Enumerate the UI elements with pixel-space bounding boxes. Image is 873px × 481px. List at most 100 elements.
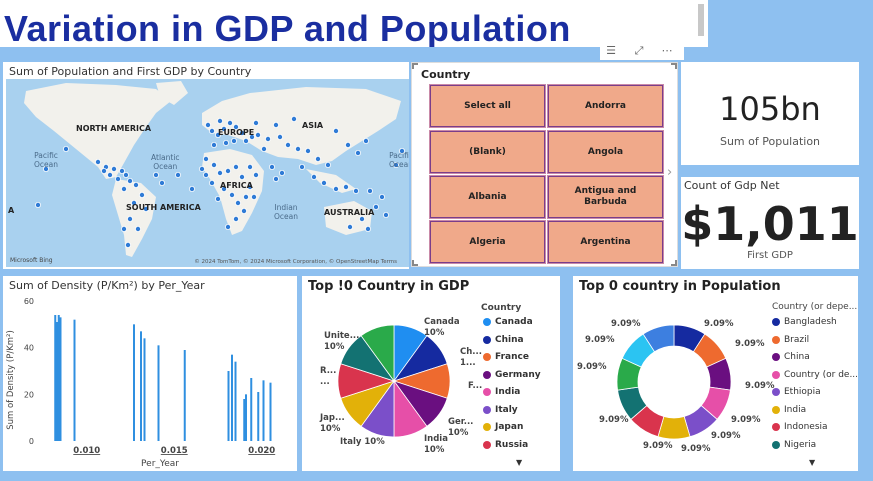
map-bubble[interactable] — [121, 186, 128, 193]
pie-legend-item[interactable]: Germany — [483, 370, 541, 380]
density-bar[interactable] — [183, 350, 186, 441]
pie-legend-item[interactable]: Italy — [483, 405, 518, 415]
map-bubble[interactable] — [264, 136, 271, 143]
density-bar[interactable] — [56, 322, 58, 441]
map-bubble[interactable] — [276, 134, 283, 141]
slicer-item[interactable]: Angola — [547, 130, 664, 174]
map-bubble[interactable] — [294, 146, 301, 153]
density-bar[interactable] — [157, 345, 160, 441]
map-bubble[interactable] — [125, 241, 132, 248]
map-bubble[interactable] — [63, 146, 70, 153]
pie-slice[interactable] — [360, 324, 395, 383]
map-bubble[interactable] — [378, 194, 385, 201]
map-bubble[interactable] — [234, 200, 241, 207]
donut-legend-item[interactable]: Country (or de... — [772, 370, 858, 380]
map-bubble[interactable] — [238, 174, 245, 181]
map-bubble[interactable] — [138, 192, 145, 199]
map-bubble[interactable] — [310, 174, 317, 181]
density-bar[interactable] — [227, 371, 230, 441]
map-bubble[interactable] — [119, 168, 126, 175]
map-bubble[interactable] — [278, 170, 285, 177]
more-options-icon[interactable]: ⋯ — [661, 44, 673, 57]
donut-legend-item[interactable]: Indonesia — [772, 422, 828, 432]
map-bubble[interactable] — [230, 138, 237, 145]
map-bubble[interactable] — [214, 196, 221, 203]
map-bubble[interactable] — [314, 156, 321, 163]
slicer-item[interactable]: Andorra — [547, 84, 664, 128]
map-bubble[interactable] — [208, 180, 215, 187]
map-bubble[interactable] — [320, 180, 327, 187]
map-bubble[interactable] — [111, 166, 118, 173]
map-bubble[interactable] — [362, 138, 369, 145]
map-bubble[interactable] — [174, 172, 181, 179]
map-bubble[interactable] — [246, 164, 253, 171]
map-bubble[interactable] — [202, 156, 209, 163]
density-bar[interactable] — [140, 331, 142, 441]
density-bar[interactable] — [73, 319, 76, 441]
map-bubble[interactable] — [232, 215, 239, 222]
map-bubble[interactable] — [272, 122, 279, 129]
map-bubble[interactable] — [123, 172, 130, 179]
map-bubble[interactable] — [95, 159, 102, 166]
map-bubble[interactable] — [366, 188, 373, 195]
density-bar[interactable] — [257, 392, 260, 441]
map-bubble[interactable] — [398, 148, 405, 155]
map-bubble[interactable] — [228, 192, 235, 199]
donut-legend-item[interactable]: Bangladesh — [772, 317, 837, 327]
map-bubble[interactable] — [34, 202, 41, 209]
donut-legend-item[interactable]: China — [772, 352, 810, 362]
pie-legend-item[interactable]: Japan — [483, 422, 523, 432]
slicer-item[interactable]: Albania — [429, 175, 546, 219]
map-bubble[interactable] — [208, 128, 215, 135]
map-copyright[interactable]: © 2024 TomTom, © 2024 Microsoft Corporat… — [194, 259, 397, 265]
map-bubble[interactable] — [268, 164, 275, 171]
donut-legend-item[interactable]: Ethiopia — [772, 387, 821, 397]
map-bubble[interactable] — [220, 186, 227, 193]
density-bar[interactable] — [57, 315, 60, 441]
map-bubble[interactable] — [246, 184, 253, 191]
slicer-item[interactable]: Antigua and Barbuda — [547, 175, 664, 219]
map-bubble[interactable] — [238, 130, 245, 137]
map-bubble[interactable] — [101, 168, 108, 175]
map-bubble[interactable] — [43, 166, 50, 173]
focus-mode-icon[interactable]: ⤢ — [634, 44, 644, 57]
caret-down-icon[interactable]: ▼ — [809, 458, 816, 467]
density-chart[interactable]: Sum of Density (P/Km²) by Per_Year Sum o… — [3, 276, 297, 471]
donut-legend-item[interactable]: Brazil — [772, 335, 809, 345]
map-bubble[interactable] — [298, 164, 305, 171]
title-scrollbar[interactable] — [698, 4, 704, 36]
map-bubble[interactable] — [260, 146, 267, 153]
slicer-item[interactable]: Select all — [429, 84, 546, 128]
map-bubble[interactable] — [220, 126, 227, 133]
map-bubble[interactable] — [346, 223, 353, 230]
map-bubble[interactable] — [252, 172, 259, 179]
density-bar[interactable] — [234, 361, 237, 441]
map-bubble[interactable] — [252, 120, 259, 127]
map-bubble[interactable] — [254, 132, 261, 139]
donut-legend-item[interactable]: Nigeria — [772, 440, 816, 450]
map-bubble[interactable] — [198, 166, 205, 173]
map-bubble[interactable] — [352, 188, 359, 195]
map-bubble[interactable] — [232, 124, 239, 131]
filter-icon[interactable]: ☰ — [606, 44, 616, 57]
map-bubble[interactable] — [202, 172, 209, 179]
caret-down-icon[interactable]: ▼ — [516, 458, 523, 467]
map-bubble[interactable] — [204, 122, 211, 129]
map-bubble[interactable] — [290, 116, 297, 123]
slicer-item[interactable]: Algeria — [429, 220, 546, 264]
map-bubble[interactable] — [131, 200, 138, 207]
donut-legend-item[interactable]: India — [772, 405, 806, 415]
slicer-item[interactable]: (Blank) — [429, 130, 546, 174]
map-bubble[interactable] — [392, 162, 399, 169]
density-bar[interactable] — [143, 338, 146, 441]
map-bubble[interactable] — [107, 172, 114, 179]
map-visual[interactable]: Sum of Population and First GDP by Count… — [3, 62, 409, 269]
map-bubble[interactable] — [240, 207, 247, 214]
map-bubble[interactable] — [142, 206, 149, 213]
map-bubble[interactable] — [332, 186, 339, 193]
resize-handle[interactable] — [671, 63, 677, 69]
map-bubble[interactable] — [272, 176, 279, 183]
chevron-right-icon[interactable]: › — [667, 165, 673, 180]
map-bubble[interactable] — [344, 142, 351, 149]
density-bar[interactable] — [133, 324, 135, 441]
